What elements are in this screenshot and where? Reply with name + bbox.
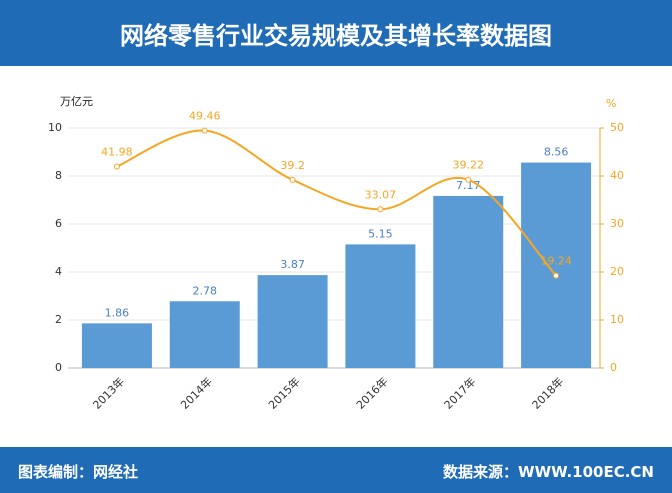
line-value-label: 41.98 bbox=[101, 145, 133, 158]
compiled-by: 图表编制：网经社 bbox=[18, 463, 139, 481]
y2-tick-label: 40 bbox=[610, 169, 624, 182]
line-point bbox=[201, 127, 208, 134]
x-tick-label: 2015年 bbox=[265, 374, 302, 411]
y-tick-label: 0 bbox=[55, 361, 62, 374]
line-value-label: 39.2 bbox=[280, 159, 305, 172]
footer: 图表编制：网经社 数据来源：WWW.100EC.CN bbox=[0, 447, 672, 493]
y-tick-label: 4 bbox=[55, 265, 62, 278]
y2-tick-label: 0 bbox=[610, 361, 617, 374]
y2-tick-label: 30 bbox=[610, 217, 624, 230]
line-value-label: 19.24 bbox=[540, 255, 572, 268]
x-tick-label: 2013年 bbox=[90, 374, 127, 411]
bar bbox=[521, 162, 592, 368]
x-tick-label: 2016年 bbox=[353, 374, 390, 411]
line-value-label: 49.46 bbox=[189, 110, 221, 123]
y-tick-label: 2 bbox=[55, 313, 62, 326]
y2-tick-label: 50 bbox=[610, 121, 624, 134]
x-tick-label: 2017年 bbox=[441, 374, 478, 411]
line-point bbox=[113, 163, 120, 170]
line-point bbox=[377, 206, 384, 213]
bar-value-label: 1.86 bbox=[105, 306, 130, 319]
bar bbox=[433, 195, 504, 368]
bar bbox=[169, 301, 240, 368]
bar-value-label: 8.56 bbox=[544, 146, 569, 159]
line-point bbox=[553, 272, 560, 279]
chart-title: 网络零售行业交易规模及其增长率数据图 bbox=[120, 21, 552, 50]
line-point bbox=[465, 176, 472, 183]
y-tick-label: 6 bbox=[55, 217, 62, 230]
bar-value-label: 3.87 bbox=[280, 258, 305, 271]
bar-value-label: 5.15 bbox=[368, 227, 393, 240]
x-tick-label: 2018年 bbox=[529, 374, 566, 411]
bar bbox=[81, 323, 152, 368]
source: 数据来源：WWW.100EC.CN bbox=[443, 463, 654, 481]
y-tick-label: 8 bbox=[55, 169, 62, 182]
line-value-label: 33.07 bbox=[365, 188, 397, 201]
line bbox=[116, 129, 557, 277]
y2-tick-label: 10 bbox=[610, 313, 624, 326]
y-axis-label: 万亿元 bbox=[60, 95, 93, 108]
x-tick-label: 2014年 bbox=[178, 374, 215, 411]
line-point bbox=[289, 176, 296, 183]
bar-value-label: 2.78 bbox=[193, 284, 218, 297]
chart: 万亿元 %0246810010203040501.862.783.875.157.… bbox=[48, 95, 624, 412]
y2-axis-label: % bbox=[606, 97, 616, 110]
y2-tick-label: 20 bbox=[610, 265, 624, 278]
line-value-label: 39.22 bbox=[453, 159, 485, 172]
header: 网络零售行业交易规模及其增长率数据图 bbox=[0, 0, 672, 66]
y-tick-label: 10 bbox=[48, 121, 62, 134]
bar bbox=[345, 244, 416, 368]
bar bbox=[257, 275, 328, 368]
